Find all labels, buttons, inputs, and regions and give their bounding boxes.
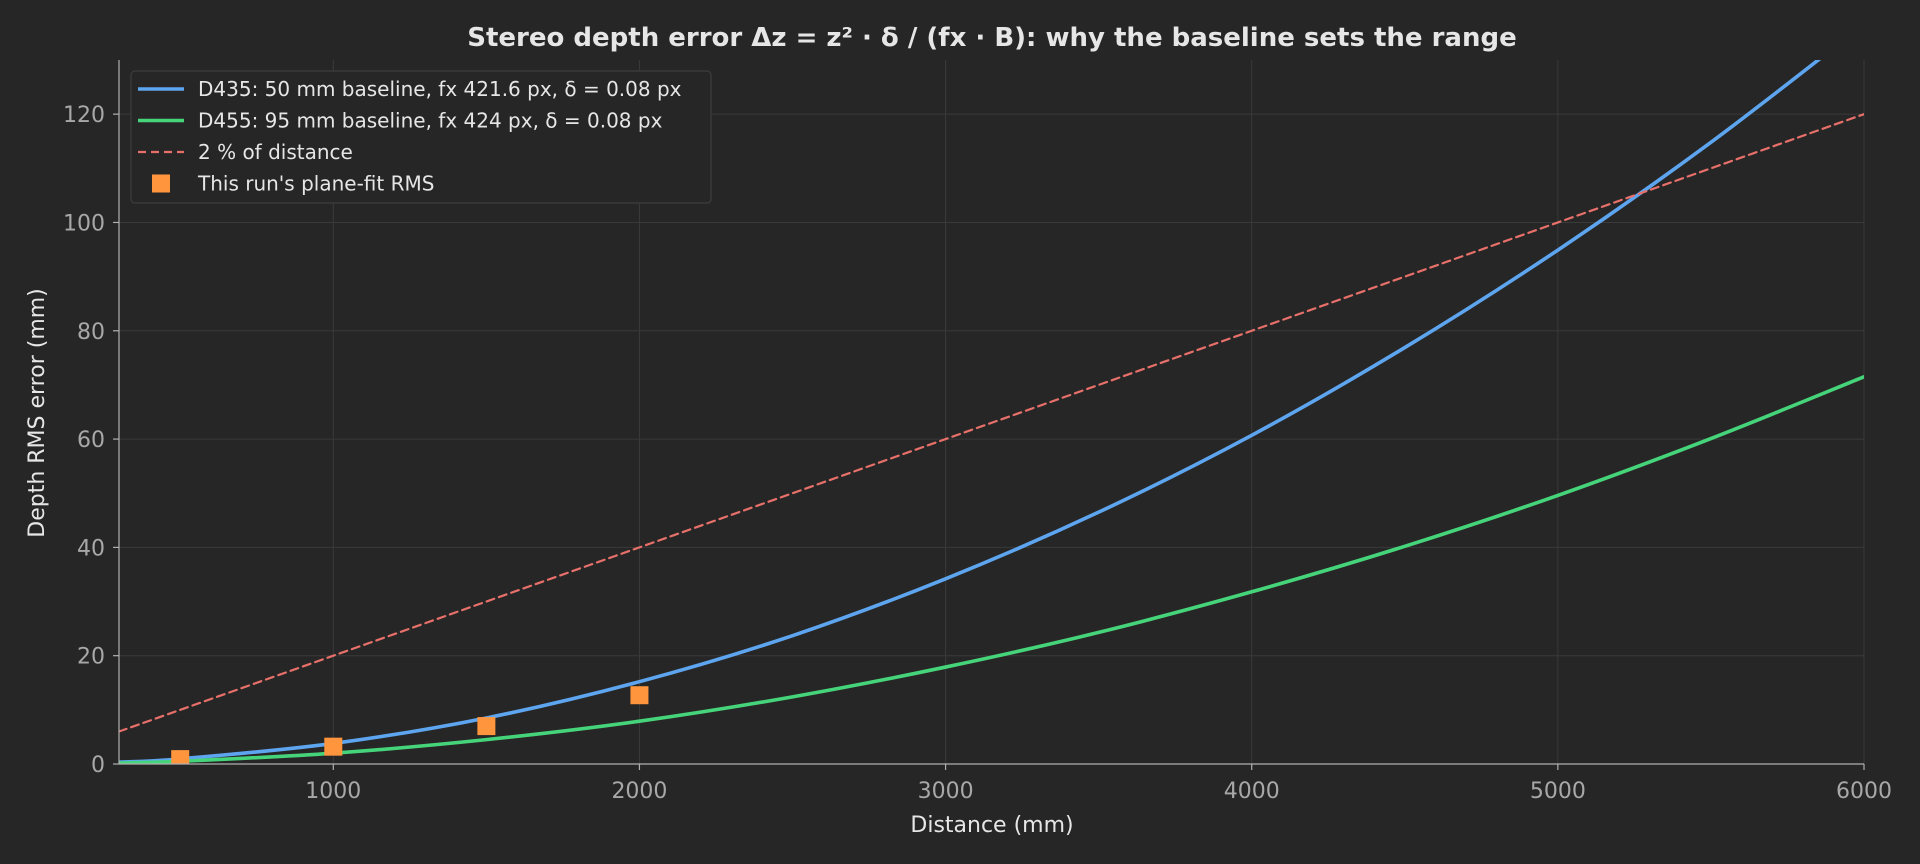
x-tick-label: 6000 <box>1836 779 1892 804</box>
axes: 1000 2000 3000 4000 5000 6000 0 20 40 60 80 100 120 <box>63 60 1892 804</box>
legend: D435: 50 mm baseline, fx 421.6 px, δ = 0… <box>130 70 712 204</box>
scatter-point <box>324 737 343 756</box>
x-tick-label: 5000 <box>1530 779 1586 804</box>
chart-title: Stereo depth error Δz = z² · δ / (fx · B… <box>467 23 1516 53</box>
y-tick-label: 60 <box>77 428 105 453</box>
x-tick-label: 2000 <box>611 779 667 804</box>
legend-label: D435: 50 mm baseline, fx 421.6 px, δ = 0… <box>198 77 682 101</box>
y-tick-label: 40 <box>77 536 105 561</box>
y-tick-label: 20 <box>77 645 105 670</box>
y-tick-label: 120 <box>63 103 105 128</box>
series-line-2 <box>119 113 1864 733</box>
series-layer <box>119 60 1864 764</box>
y-tick-label: 0 <box>91 753 105 778</box>
legend-label: D455: 95 mm baseline, fx 424 px, δ = 0.0… <box>198 109 663 133</box>
scatter-point <box>171 750 190 764</box>
scatter-point <box>630 686 649 705</box>
series-line-0 <box>119 60 1822 764</box>
legend-label: 2 % of distance <box>198 140 353 164</box>
legend-box <box>130 70 712 204</box>
legend-marker <box>152 174 170 193</box>
x-tick-label: 1000 <box>305 779 361 804</box>
y-axis-label: Depth RMS error (mm) <box>25 288 50 538</box>
x-tick-label: 3000 <box>918 779 974 804</box>
y-tick-label: 80 <box>77 320 105 345</box>
scatter-point <box>477 717 496 736</box>
legend-label: This run's plane-fit RMS <box>197 172 434 196</box>
x-tick-label: 4000 <box>1224 779 1280 804</box>
series-line-1 <box>119 375 1864 764</box>
y-tick-label: 100 <box>63 211 105 236</box>
x-axis-label: Distance (mm) <box>910 813 1073 838</box>
